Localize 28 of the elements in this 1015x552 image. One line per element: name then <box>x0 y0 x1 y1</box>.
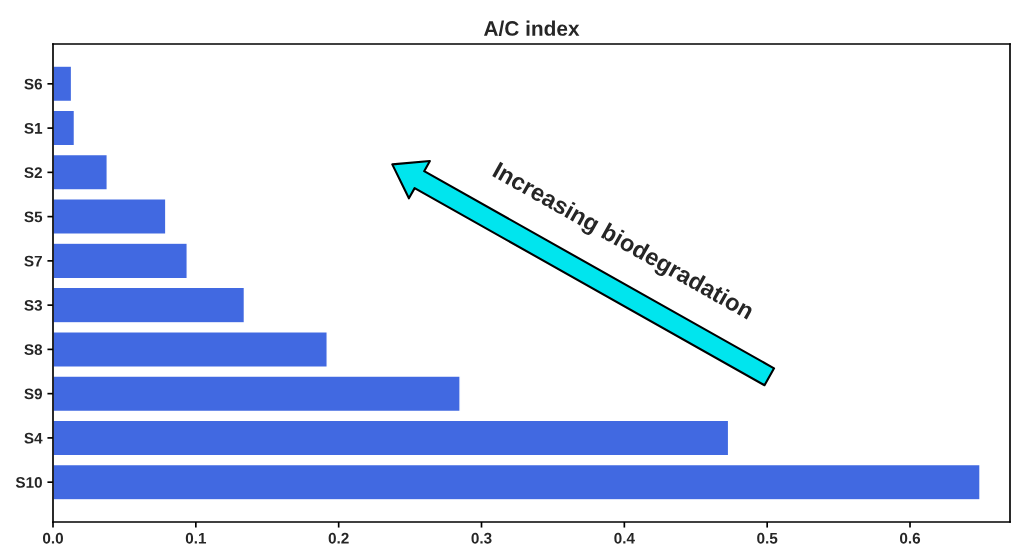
y-tick-label: S3 <box>24 300 43 311</box>
x-tick-label: 0.5 <box>757 532 778 544</box>
bar <box>53 375 461 413</box>
bar <box>53 419 730 457</box>
x-tick-label: 0.0 <box>42 532 63 544</box>
x-tick-label: 0.1 <box>185 532 207 544</box>
y-tick-label: S8 <box>24 344 43 356</box>
y-tick-label: S5 <box>24 211 43 223</box>
x-tick-label: 0.6 <box>900 532 921 544</box>
chart-title: A/C index <box>483 20 580 37</box>
bar <box>53 286 246 324</box>
bar <box>53 198 167 236</box>
bar <box>53 153 108 191</box>
y-tick-label: S1 <box>24 122 43 134</box>
y-tick-label: S2 <box>24 167 42 179</box>
x-tick-label: 0.3 <box>471 532 492 544</box>
y-tick-label: S7 <box>24 255 42 267</box>
bar <box>53 109 76 147</box>
x-tick-label: 0.2 <box>328 532 349 544</box>
bar <box>53 242 188 280</box>
y-tick-label: S10 <box>15 477 42 488</box>
bar <box>53 463 981 501</box>
bar <box>53 65 73 103</box>
y-tick-label: S9 <box>24 388 43 400</box>
y-tick-label: S6 <box>24 78 43 90</box>
bar <box>53 330 328 368</box>
x-tick-label: 0.4 <box>614 532 635 544</box>
y-tick-label: S4 <box>24 432 43 444</box>
